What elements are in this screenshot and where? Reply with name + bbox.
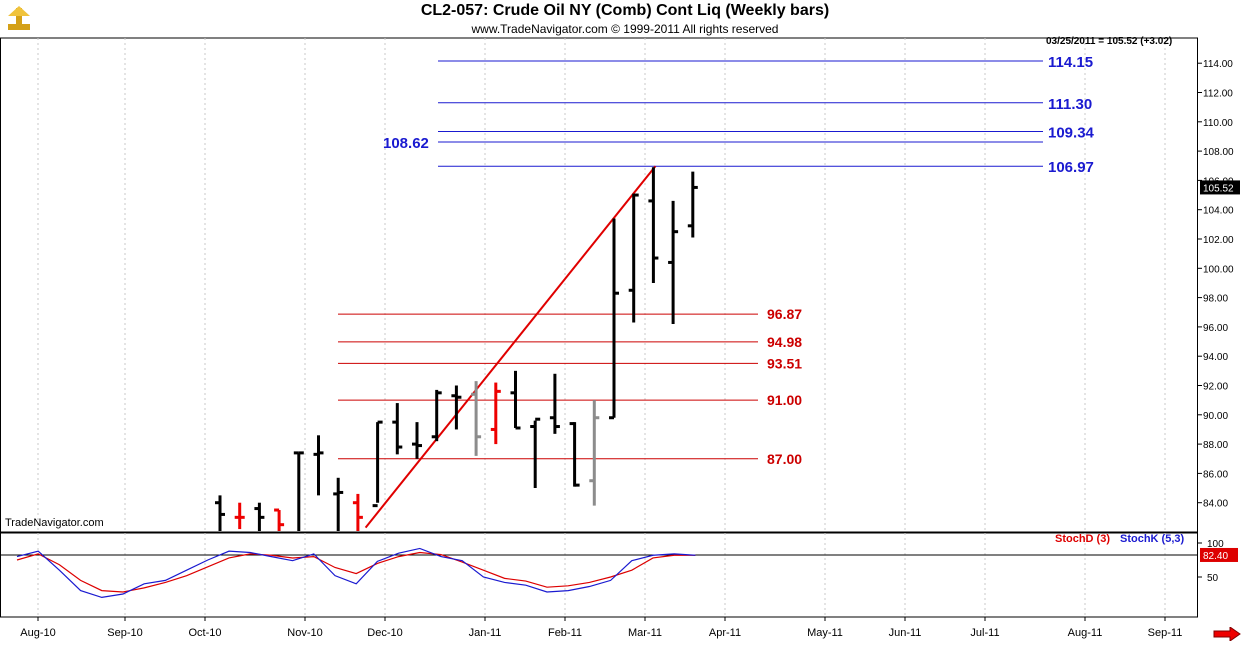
price-tick-label: 114.00 xyxy=(1203,59,1233,70)
x-tick-label: Sep-10 xyxy=(107,627,142,639)
fib-up-label: 109.34 xyxy=(1048,124,1095,141)
stoch-last-badge xyxy=(1200,547,1238,562)
price-tick-label: 108.00 xyxy=(1203,147,1234,158)
last-price-badge xyxy=(1200,180,1240,195)
fib-down-label: 91.00 xyxy=(767,392,802,408)
price-tick-label: 110.00 xyxy=(1203,118,1233,129)
fib-up-label: 111.30 xyxy=(1048,96,1092,113)
legend-stoch-d: StochD (3) xyxy=(1055,533,1110,545)
watermark: TradeNavigator.com xyxy=(5,517,104,529)
scroll-right-arrow-icon[interactable] xyxy=(1212,626,1242,646)
fib-up-label: 108.62 xyxy=(383,135,429,152)
price-tick-label: 102.00 xyxy=(1203,235,1234,246)
last-price-label: 105.52 xyxy=(1203,183,1234,194)
x-tick-label: Jul-11 xyxy=(970,627,999,639)
x-tick-label: Oct-10 xyxy=(188,627,221,639)
price-tick-label: 86.00 xyxy=(1203,469,1228,480)
x-tick-label: Jan-11 xyxy=(469,627,502,639)
price-tick-label: 112.00 xyxy=(1203,89,1233,100)
price-tick-label: 100.00 xyxy=(1203,264,1234,275)
fib-down-label: 96.87 xyxy=(767,306,802,322)
x-tick-label: Jun-11 xyxy=(889,627,922,639)
fib-up-label: 114.15 xyxy=(1048,54,1093,71)
x-tick-label: Feb-11 xyxy=(548,627,582,639)
x-tick-label: Apr-11 xyxy=(709,627,741,639)
x-tick-label: Dec-10 xyxy=(367,627,402,639)
price-tick-label: 94.00 xyxy=(1203,352,1228,363)
stoch-last-label: 82.40 xyxy=(1203,551,1228,562)
stoch-d-line xyxy=(16,551,696,593)
chart-title: CL2-057: Crude Oil NY (Comb) Cont Liq (W… xyxy=(420,2,830,19)
stoch-tick-label: 50 xyxy=(1207,573,1219,584)
fib-down-label: 87.00 xyxy=(767,451,802,467)
stoch-k-line xyxy=(16,547,696,599)
legend-stoch-k: StochK (5,3) xyxy=(1120,533,1185,545)
fib-down-label: 93.51 xyxy=(767,355,802,371)
stoch-panel-frame xyxy=(0,532,1198,618)
x-tick-label: Nov-10 xyxy=(287,627,322,639)
last-quote-label: 03/25/2011 = 105.52 (+3.02) xyxy=(1046,36,1173,47)
x-tick-label: Aug-10 xyxy=(20,627,55,639)
x-tick-label: Sep-11 xyxy=(1148,627,1183,639)
price-panel-frame xyxy=(0,37,1198,533)
fib-up-label: 106.97 xyxy=(1048,159,1094,176)
trendline xyxy=(364,165,657,529)
price-tick-label: 98.00 xyxy=(1203,294,1228,305)
x-tick-label: Mar-11 xyxy=(628,627,662,639)
x-tick-label: May-11 xyxy=(807,627,843,639)
price-tick-label: 96.00 xyxy=(1203,323,1228,334)
price-tick-label: 104.00 xyxy=(1203,206,1234,217)
fib-down-label: 94.98 xyxy=(767,334,802,350)
price-tick-label: 88.00 xyxy=(1203,440,1228,451)
price-tick-label: 84.00 xyxy=(1203,499,1228,510)
stoch-tick-label: 100 xyxy=(1207,539,1224,550)
x-tick-label: Aug-11 xyxy=(1068,627,1103,639)
price-tick-label: 92.00 xyxy=(1203,382,1228,393)
chart-subtitle: www.TradeNavigator.com © 1999-2011 All r… xyxy=(471,22,779,36)
trade-navigator-logo-icon xyxy=(4,4,34,34)
price-tick-label: 90.00 xyxy=(1203,411,1228,422)
